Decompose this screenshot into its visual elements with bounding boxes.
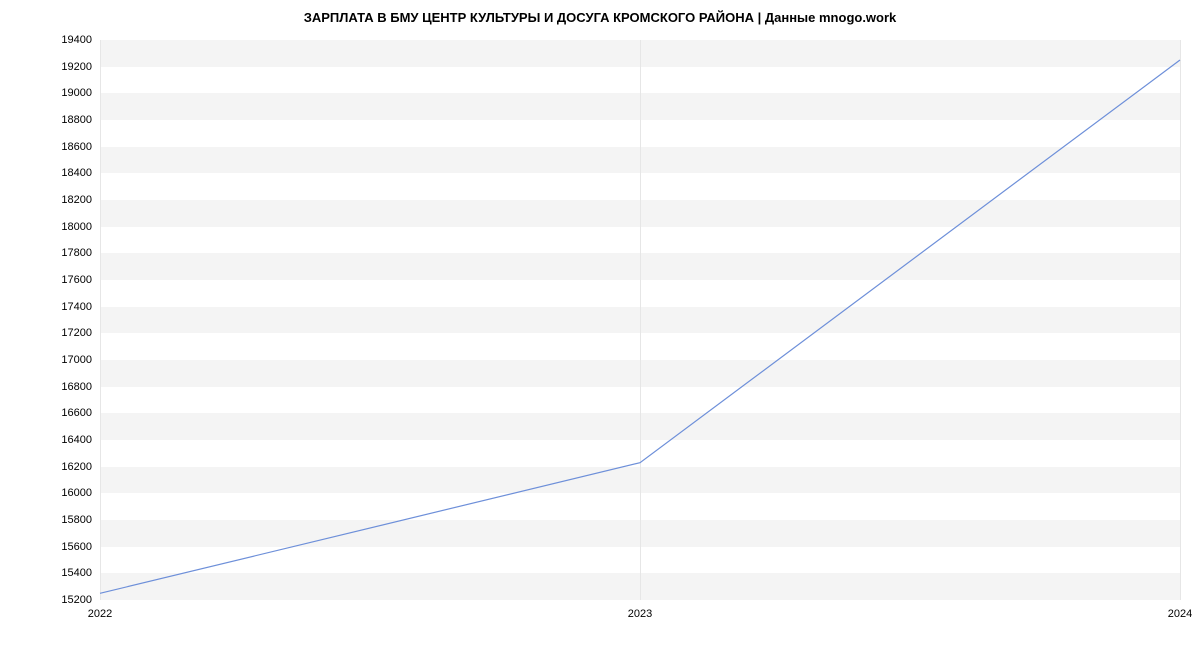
y-tick-label: 19400 xyxy=(12,34,92,46)
y-tick-label: 15400 xyxy=(12,567,92,579)
series-line xyxy=(100,60,1180,593)
x-tick-label: 2023 xyxy=(628,608,652,620)
y-tick-label: 18000 xyxy=(12,221,92,233)
y-tick-label: 19200 xyxy=(12,61,92,73)
y-tick-label: 16200 xyxy=(12,461,92,473)
y-tick-label: 15800 xyxy=(12,514,92,526)
y-tick-label: 18200 xyxy=(12,194,92,206)
chart-container: ЗАРПЛАТА В БМУ ЦЕНТР КУЛЬТУРЫ И ДОСУГА К… xyxy=(0,0,1200,650)
x-tick-label: 2022 xyxy=(88,608,112,620)
x-tick-label: 2024 xyxy=(1168,608,1192,620)
x-gridline xyxy=(1180,40,1181,600)
y-tick-label: 16000 xyxy=(12,487,92,499)
y-tick-label: 16400 xyxy=(12,434,92,446)
chart-title: ЗАРПЛАТА В БМУ ЦЕНТР КУЛЬТУРЫ И ДОСУГА К… xyxy=(0,10,1200,25)
y-tick-label: 18400 xyxy=(12,167,92,179)
y-tick-label: 18600 xyxy=(12,141,92,153)
y-tick-label: 19000 xyxy=(12,87,92,99)
y-tick-label: 15200 xyxy=(12,594,92,606)
y-tick-label: 16800 xyxy=(12,381,92,393)
y-tick-label: 17000 xyxy=(12,354,92,366)
y-tick-label: 17200 xyxy=(12,327,92,339)
y-tick-label: 17600 xyxy=(12,274,92,286)
y-tick-label: 17800 xyxy=(12,247,92,259)
y-tick-label: 17400 xyxy=(12,301,92,313)
plot-area xyxy=(100,40,1180,600)
y-tick-label: 16600 xyxy=(12,407,92,419)
y-tick-label: 18800 xyxy=(12,114,92,126)
y-tick-label: 15600 xyxy=(12,541,92,553)
line-layer xyxy=(100,40,1180,600)
